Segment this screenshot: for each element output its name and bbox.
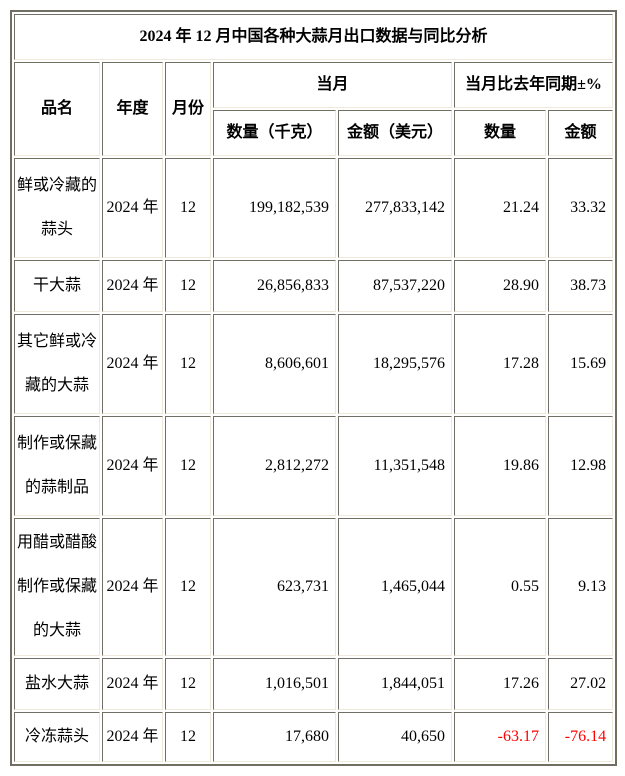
title-row: 2024 年 12 月中国各种大蒜月出口数据与同比分析	[14, 14, 614, 60]
table-row: 干大蒜 2024 年 12 26,856,833 87,537,220 28.9…	[14, 260, 614, 312]
amount-yoy-cell: 38.73	[548, 260, 614, 312]
table-row: 其它鲜或冷藏的大蒜 2024 年 12 8,606,601 18,295,576…	[14, 314, 614, 414]
product-name-cell: 干大蒜	[14, 260, 100, 312]
product-name-cell: 其它鲜或冷藏的大蒜	[14, 314, 100, 414]
header-group-row: 品名 年度 月份 当月 当月比去年同期±%	[14, 62, 614, 156]
month-cell: 12	[165, 314, 211, 414]
month-cell: 12	[165, 416, 211, 516]
amount-yoy-cell: 27.02	[548, 658, 614, 710]
year-cell: 2024 年	[102, 158, 163, 258]
amount-cell: 18,295,576	[338, 314, 452, 414]
amount-yoy-cell: 15.69	[548, 314, 614, 414]
quantity-cell: 1,016,501	[213, 658, 336, 710]
quantity-yoy-cell: -63.17	[454, 712, 546, 762]
quantity-cell: 199,182,539	[213, 158, 336, 258]
quantity-yoy-cell: 21.24	[454, 158, 546, 258]
col-header-quantity-kg: 数量（千克）	[213, 110, 336, 156]
quantity-yoy-cell: 17.28	[454, 314, 546, 414]
product-name-cell: 制作或保藏的蒜制品	[14, 416, 100, 516]
amount-cell: 277,833,142	[338, 158, 452, 258]
table-title: 2024 年 12 月中国各种大蒜月出口数据与同比分析	[14, 14, 614, 60]
year-cell: 2024 年	[102, 658, 163, 710]
col-header-year: 年度	[102, 62, 163, 156]
year-cell: 2024 年	[102, 712, 163, 762]
month-cell: 12	[165, 712, 211, 762]
table-row: 冷冻蒜头 2024 年 12 17,680 40,650 -63.17 -76.…	[14, 712, 614, 762]
product-name-cell: 用醋或醋酸制作或保藏的大蒜	[14, 518, 100, 656]
month-cell: 12	[165, 658, 211, 710]
quantity-yoy-cell: 0.55	[454, 518, 546, 656]
month-cell: 12	[165, 518, 211, 656]
amount-yoy-cell: 12.98	[548, 416, 614, 516]
year-cell: 2024 年	[102, 416, 163, 516]
col-header-quantity-pct: 数量	[454, 110, 546, 156]
quantity-cell: 26,856,833	[213, 260, 336, 312]
col-header-amount-usd: 金额（美元）	[338, 110, 452, 156]
col-header-product: 品名	[14, 62, 100, 156]
quantity-cell: 17,680	[213, 712, 336, 762]
garlic-export-table: 2024 年 12 月中国各种大蒜月出口数据与同比分析 品名 年度 月份 当月 …	[10, 10, 618, 766]
amount-cell: 40,650	[338, 712, 452, 762]
quantity-yoy-cell: 19.86	[454, 416, 546, 516]
quantity-yoy-cell: 17.26	[454, 658, 546, 710]
header-sub-row: 数量（千克） 金额（美元） 数量 金额	[14, 110, 614, 156]
col-header-current-month-group: 当月	[213, 62, 452, 108]
amount-cell: 87,537,220	[338, 260, 452, 312]
table-row: 用醋或醋酸制作或保藏的大蒜 2024 年 12 623,731 1,465,04…	[14, 518, 614, 656]
year-cell: 2024 年	[102, 314, 163, 414]
amount-yoy-cell: -76.14	[548, 712, 614, 762]
year-cell: 2024 年	[102, 518, 163, 656]
quantity-yoy-cell: 28.90	[454, 260, 546, 312]
table-row: 鲜或冷藏的蒜头 2024 年 12 199,182,539 277,833,14…	[14, 158, 614, 258]
amount-cell: 1,844,051	[338, 658, 452, 710]
amount-cell: 1,465,044	[338, 518, 452, 656]
amount-yoy-cell: 33.32	[548, 158, 614, 258]
col-header-amount-pct: 金额	[548, 110, 614, 156]
month-cell: 12	[165, 260, 211, 312]
amount-yoy-cell: 9.13	[548, 518, 614, 656]
col-header-month: 月份	[165, 62, 211, 156]
product-name-cell: 冷冻蒜头	[14, 712, 100, 762]
col-header-yoy-group: 当月比去年同期±%	[454, 62, 614, 108]
month-cell: 12	[165, 158, 211, 258]
quantity-cell: 2,812,272	[213, 416, 336, 516]
quantity-cell: 623,731	[213, 518, 336, 656]
product-name-cell: 盐水大蒜	[14, 658, 100, 710]
table-row: 制作或保藏的蒜制品 2024 年 12 2,812,272 11,351,548…	[14, 416, 614, 516]
quantity-cell: 8,606,601	[213, 314, 336, 414]
year-cell: 2024 年	[102, 260, 163, 312]
table-row: 盐水大蒜 2024 年 12 1,016,501 1,844,051 17.26…	[14, 658, 614, 710]
product-name-cell: 鲜或冷藏的蒜头	[14, 158, 100, 258]
amount-cell: 11,351,548	[338, 416, 452, 516]
